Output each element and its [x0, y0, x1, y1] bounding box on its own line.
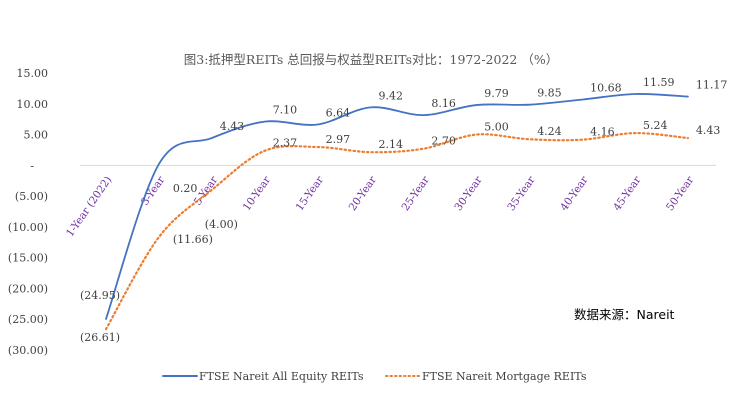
- data-label: 10.68: [590, 82, 622, 95]
- data-label: 11.17: [696, 79, 728, 92]
- data-label: 4.43: [220, 120, 245, 133]
- x-tick-label: 50-Year: [664, 173, 697, 213]
- x-tick-label: 45-Year: [611, 173, 644, 213]
- y-tick-label: (20.00): [8, 282, 48, 295]
- chart-title: 图3:抵押型REITs 总回报与权益型REITs对比：1972-2022 （%）: [184, 52, 558, 67]
- data-label: 4.16: [590, 126, 615, 139]
- y-tick-label: (30.00): [8, 344, 48, 357]
- mortgage-reits-line: [104, 131, 689, 331]
- x-tick-label: 20-Year: [347, 173, 380, 213]
- data-label: 4.43: [696, 124, 721, 137]
- equity-reits-line: [105, 93, 689, 320]
- x-tick-label: 15-Year: [294, 173, 327, 213]
- data-label: 2.97: [326, 133, 351, 146]
- y-tick-label: (25.00): [8, 313, 48, 326]
- legend-label: FTSE Nareit Mortgage REITs: [422, 370, 587, 383]
- y-tick-label: -: [30, 159, 34, 172]
- data-label: 9.79: [484, 87, 509, 100]
- data-label: 11.59: [643, 76, 675, 89]
- data-label: 9.85: [537, 87, 562, 100]
- y-tick-label: 10.00: [17, 98, 49, 111]
- data-label: (24.95): [80, 289, 120, 302]
- data-label: 6.64: [326, 106, 351, 119]
- y-tick-label: 5.00: [24, 129, 49, 142]
- data-label: 7.10: [273, 104, 298, 117]
- data-label: 5.00: [484, 121, 509, 134]
- data-label: (11.66): [173, 233, 213, 246]
- x-tick-label: 10-Year: [241, 173, 274, 213]
- data-label: (26.61): [80, 331, 120, 344]
- x-tick-label: 25-Year: [399, 173, 432, 213]
- data-label: (4.00): [205, 218, 238, 231]
- data-label: 2.14: [379, 138, 404, 151]
- data-label: 9.42: [379, 89, 404, 102]
- x-tick-label: 1-Year (2022): [64, 174, 114, 239]
- data-label: 2.70: [431, 135, 456, 148]
- x-tick-label: 35-Year: [505, 173, 538, 213]
- x-tick-label: 40-Year: [558, 173, 591, 213]
- legend-label: FTSE Nareit All Equity REITs: [199, 370, 364, 383]
- source-note: 数据来源：Nareit: [574, 307, 675, 322]
- y-tick-label: (10.00): [8, 221, 48, 234]
- data-label: 5.24: [643, 119, 668, 132]
- data-label: 4.24: [537, 125, 562, 138]
- y-tick-label: (15.00): [8, 252, 48, 265]
- data-label: 2.37: [273, 137, 298, 150]
- y-tick-label: 15.00: [17, 67, 49, 80]
- data-label: 0.20: [173, 182, 198, 195]
- y-tick-label: (5.00): [15, 190, 48, 203]
- data-label: 8.16: [431, 97, 456, 110]
- x-tick-label: 30-Year: [452, 173, 485, 213]
